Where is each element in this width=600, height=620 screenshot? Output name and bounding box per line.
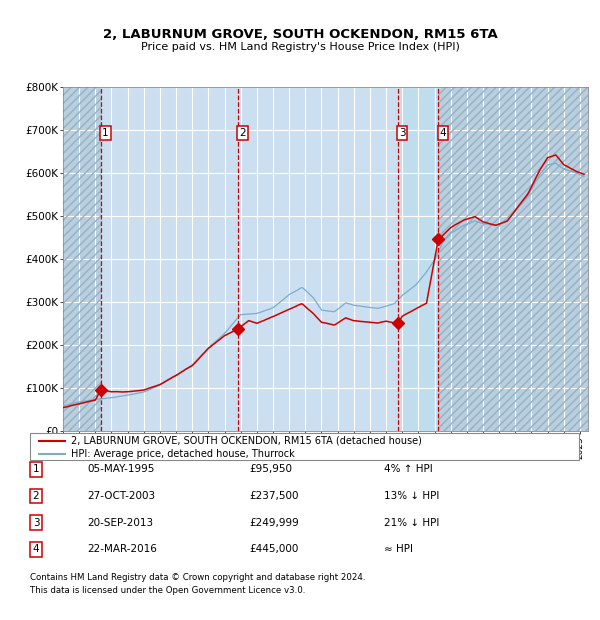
Text: 4% ↑ HPI: 4% ↑ HPI xyxy=(384,464,433,474)
Text: ≈ HPI: ≈ HPI xyxy=(384,544,413,554)
Text: 4: 4 xyxy=(439,128,446,138)
Text: Price paid vs. HM Land Registry's House Price Index (HPI): Price paid vs. HM Land Registry's House … xyxy=(140,42,460,52)
Text: 2, LABURNUM GROVE, SOUTH OCKENDON, RM15 6TA: 2, LABURNUM GROVE, SOUTH OCKENDON, RM15 … xyxy=(103,28,497,40)
Text: 3: 3 xyxy=(399,128,406,138)
Text: 2, LABURNUM GROVE, SOUTH OCKENDON, RM15 6TA (detached house): 2, LABURNUM GROVE, SOUTH OCKENDON, RM15 … xyxy=(71,436,422,446)
Text: £249,999: £249,999 xyxy=(249,518,299,528)
Text: 21% ↓ HPI: 21% ↓ HPI xyxy=(384,518,439,528)
Text: This data is licensed under the Open Government Licence v3.0.: This data is licensed under the Open Gov… xyxy=(30,586,305,595)
Text: £237,500: £237,500 xyxy=(249,491,299,501)
Text: £445,000: £445,000 xyxy=(249,544,298,554)
Text: 22-MAR-2016: 22-MAR-2016 xyxy=(87,544,157,554)
Text: Contains HM Land Registry data © Crown copyright and database right 2024.: Contains HM Land Registry data © Crown c… xyxy=(30,574,365,582)
Text: £95,950: £95,950 xyxy=(249,464,292,474)
Bar xyxy=(63,87,101,431)
Text: 27-OCT-2003: 27-OCT-2003 xyxy=(87,491,155,501)
FancyBboxPatch shape xyxy=(30,433,579,460)
Text: 1: 1 xyxy=(32,464,40,474)
Text: 20-SEP-2013: 20-SEP-2013 xyxy=(87,518,153,528)
Bar xyxy=(438,87,588,431)
Text: 05-MAY-1995: 05-MAY-1995 xyxy=(87,464,154,474)
Text: 1: 1 xyxy=(102,128,109,138)
Bar xyxy=(438,87,588,431)
Text: 2: 2 xyxy=(239,128,246,138)
Text: 3: 3 xyxy=(32,518,40,528)
Text: 4: 4 xyxy=(32,544,40,554)
Text: HPI: Average price, detached house, Thurrock: HPI: Average price, detached house, Thur… xyxy=(71,449,295,459)
Bar xyxy=(63,87,101,431)
Bar xyxy=(398,87,438,431)
Text: 2: 2 xyxy=(32,491,40,501)
Text: 13% ↓ HPI: 13% ↓ HPI xyxy=(384,491,439,501)
